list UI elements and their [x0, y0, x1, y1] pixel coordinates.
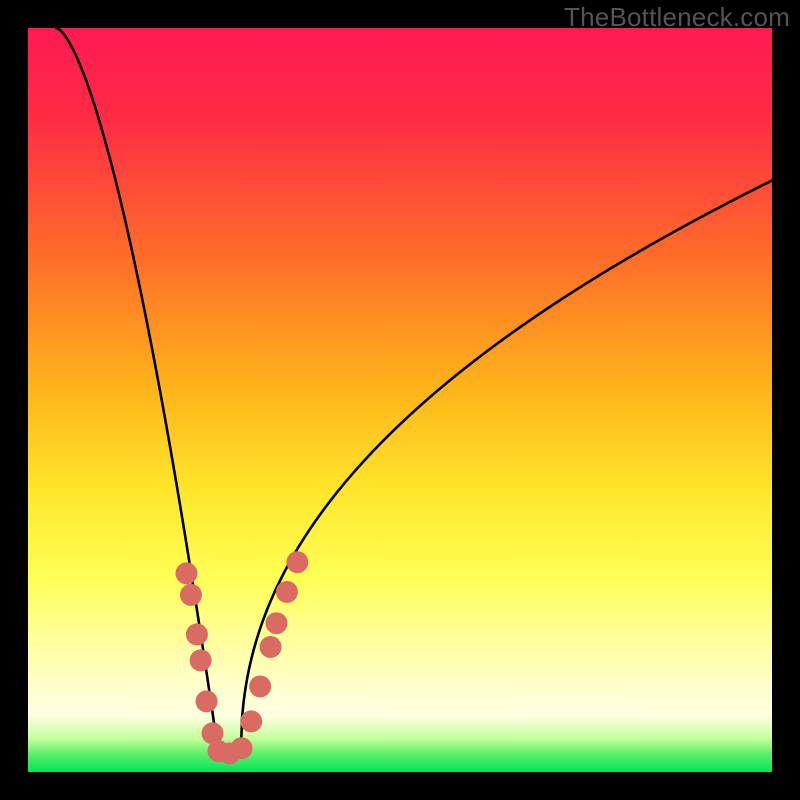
curve-layer: [28, 28, 772, 772]
bottleneck-curve: [56, 28, 772, 758]
marker-point: [240, 710, 262, 732]
marker-point: [249, 675, 271, 697]
marker-point: [231, 737, 253, 759]
marker-point: [196, 690, 218, 712]
marker-point: [266, 612, 288, 634]
marker-point: [286, 551, 308, 573]
marker-point: [186, 623, 208, 645]
marker-point: [260, 636, 282, 658]
marker-point: [180, 584, 202, 606]
watermark-text: TheBottleneck.com: [564, 2, 790, 33]
plot-area: [28, 28, 772, 772]
marker-point: [175, 562, 197, 584]
marker-point: [190, 649, 212, 671]
marker-point: [276, 581, 298, 603]
